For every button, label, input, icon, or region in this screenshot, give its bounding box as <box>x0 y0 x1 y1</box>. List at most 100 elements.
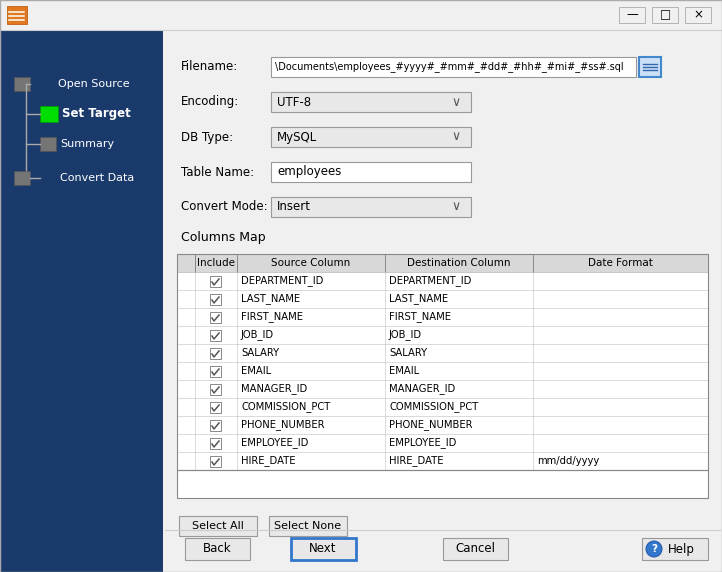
Text: DB Type:: DB Type: <box>181 130 233 144</box>
Text: SALARY: SALARY <box>241 348 279 358</box>
Text: MANAGER_ID: MANAGER_ID <box>389 384 456 395</box>
Bar <box>177 416 708 434</box>
Text: Destination Column: Destination Column <box>407 258 510 268</box>
Bar <box>210 456 221 467</box>
Bar <box>619 7 645 23</box>
Text: MySQL: MySQL <box>277 130 317 144</box>
Circle shape <box>646 541 662 557</box>
Text: Select None: Select None <box>274 521 342 531</box>
Text: Insert: Insert <box>277 201 311 213</box>
Bar <box>177 470 708 498</box>
Bar <box>210 402 221 413</box>
Text: EMAIL: EMAIL <box>241 366 271 376</box>
Bar <box>210 420 221 431</box>
Bar <box>269 516 347 536</box>
Bar <box>639 57 661 77</box>
Text: MANAGER_ID: MANAGER_ID <box>241 384 308 395</box>
Text: employees: employees <box>277 165 342 178</box>
Text: FIRST_NAME: FIRST_NAME <box>241 312 303 323</box>
Text: FIRST_NAME: FIRST_NAME <box>389 312 451 323</box>
Bar <box>210 276 221 287</box>
Bar <box>177 434 708 452</box>
Text: Convert Data: Convert Data <box>60 173 134 183</box>
Text: DEPARTMENT_ID: DEPARTMENT_ID <box>241 276 323 287</box>
Bar <box>210 294 221 305</box>
Bar <box>210 330 221 341</box>
Text: ?: ? <box>651 544 657 554</box>
Text: Encoding:: Encoding: <box>181 96 239 109</box>
Text: ∨: ∨ <box>451 201 461 213</box>
Text: DEPARTMENT_ID: DEPARTMENT_ID <box>389 276 471 287</box>
Text: Cancel: Cancel <box>455 542 495 555</box>
Bar <box>177 344 708 362</box>
Bar <box>40 137 56 151</box>
Bar <box>177 290 708 308</box>
Text: EMPLOYEE_ID: EMPLOYEE_ID <box>389 438 456 448</box>
Bar <box>0 0 722 30</box>
Bar <box>210 312 221 323</box>
Bar <box>652 7 678 23</box>
Text: COMMISSION_PCT: COMMISSION_PCT <box>241 402 330 412</box>
Text: HIRE_DATE: HIRE_DATE <box>241 455 295 466</box>
Text: JOB_ID: JOB_ID <box>241 329 274 340</box>
Text: UTF-8: UTF-8 <box>277 96 311 109</box>
Text: EMPLOYEE_ID: EMPLOYEE_ID <box>241 438 308 448</box>
Bar <box>177 308 708 326</box>
Bar <box>271 162 471 182</box>
Text: Open Source: Open Source <box>58 79 130 89</box>
Text: Summary: Summary <box>60 139 114 149</box>
Bar <box>177 254 708 470</box>
Text: COMMISSION_PCT: COMMISSION_PCT <box>389 402 478 412</box>
Text: ×: × <box>693 9 703 22</box>
Bar <box>185 538 250 560</box>
Text: Source Column: Source Column <box>271 258 351 268</box>
Bar <box>210 366 221 377</box>
Bar <box>177 362 708 380</box>
Text: PHONE_NUMBER: PHONE_NUMBER <box>389 419 472 431</box>
Text: LAST_NAME: LAST_NAME <box>241 293 300 304</box>
Bar <box>177 272 708 290</box>
Bar <box>177 254 708 272</box>
Text: Columns Map: Columns Map <box>181 231 266 244</box>
Bar <box>177 452 708 470</box>
Text: Back: Back <box>203 542 231 555</box>
Bar <box>210 384 221 395</box>
Bar <box>271 57 636 77</box>
Bar <box>210 348 221 359</box>
Text: HIRE_DATE: HIRE_DATE <box>389 455 443 466</box>
Bar <box>177 380 708 398</box>
Bar <box>271 92 471 112</box>
Text: Convert Mode:: Convert Mode: <box>181 201 268 213</box>
Bar <box>40 106 58 122</box>
Bar <box>14 77 30 91</box>
Bar <box>177 398 708 416</box>
Text: Table Name:: Table Name: <box>181 165 254 178</box>
Bar <box>443 538 508 560</box>
Text: Date Format: Date Format <box>588 258 653 268</box>
Text: □: □ <box>659 9 671 22</box>
Text: ∨: ∨ <box>451 130 461 144</box>
Bar <box>685 7 711 23</box>
Bar <box>642 538 708 560</box>
Bar <box>271 197 471 217</box>
Text: Filename:: Filename: <box>181 61 238 73</box>
Text: EMAIL: EMAIL <box>389 366 419 376</box>
Bar <box>0 30 163 572</box>
Text: Select All: Select All <box>192 521 244 531</box>
Bar <box>210 438 221 449</box>
Text: \Documents\employees_#yyyy#_#mm#_#dd#_#hh#_#mi#_#ss#.sql: \Documents\employees_#yyyy#_#mm#_#dd#_#h… <box>275 62 624 73</box>
Text: SALARY: SALARY <box>389 348 427 358</box>
Text: ∨: ∨ <box>451 96 461 109</box>
Text: JOB_ID: JOB_ID <box>389 329 422 340</box>
Text: Include: Include <box>197 258 235 268</box>
Bar <box>7 6 27 24</box>
Bar <box>14 171 30 185</box>
Bar <box>179 516 257 536</box>
Text: LAST_NAME: LAST_NAME <box>389 293 448 304</box>
Bar <box>163 30 722 572</box>
Text: PHONE_NUMBER: PHONE_NUMBER <box>241 419 324 431</box>
Text: Next: Next <box>309 542 336 555</box>
Text: mm/dd/yyyy: mm/dd/yyyy <box>537 456 599 466</box>
Bar <box>291 538 356 560</box>
Bar <box>177 326 708 344</box>
